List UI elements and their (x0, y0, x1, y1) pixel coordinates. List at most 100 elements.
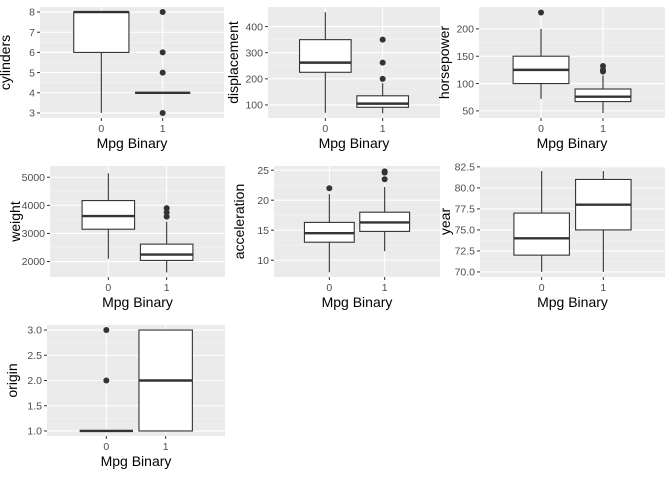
y-tick-label: 100 (245, 100, 263, 112)
panel-background (479, 7, 665, 118)
box-1 (135, 9, 191, 116)
x-axis-title: Mpg Binary (101, 453, 172, 469)
y-tick-label: 3 (29, 108, 35, 120)
y-axis-title: displacement (225, 21, 241, 104)
y-tick-label: 70.0 (455, 267, 476, 279)
box-1 (574, 63, 632, 114)
box-iqr (298, 39, 352, 73)
x-tick-label: 0 (98, 123, 104, 135)
x-tick-label: 0 (105, 282, 111, 294)
box-1 (359, 168, 411, 252)
x-tick-label: 1 (164, 282, 170, 294)
x-tick-label: 1 (382, 282, 388, 294)
outlier-point (379, 75, 386, 82)
box-0 (303, 185, 355, 273)
x-tick-label: 0 (538, 123, 544, 135)
x-tick-label: 1 (380, 123, 386, 135)
outlier-point (326, 185, 333, 192)
box-0 (79, 327, 134, 433)
y-tick-label: 72.5 (455, 246, 476, 258)
box-1 (138, 329, 193, 432)
panel-background (480, 166, 665, 277)
y-axis-title: cylinders (0, 35, 13, 90)
y-tick-label: 15 (257, 225, 269, 237)
y-tick-label: 3.0 (27, 325, 42, 337)
y-tick-label: 20 (257, 195, 269, 207)
y-tick-label: 5 (29, 67, 35, 79)
y-tick-label: 300 (245, 47, 263, 59)
x-axis-title: Mpg Binary (537, 135, 608, 151)
y-tick-label: 6 (29, 47, 35, 59)
box-iqr (513, 212, 570, 256)
box-0 (73, 10, 130, 113)
box-iqr (356, 95, 410, 108)
x-axis-title: Mpg Binary (102, 294, 173, 310)
y-tick-label: 2.0 (27, 375, 42, 387)
y-tick-label: 8 (29, 7, 35, 19)
panel-background (50, 166, 225, 277)
panel-background (268, 7, 440, 118)
x-tick-label: 0 (326, 282, 332, 294)
y-tick-label: 400 (245, 21, 263, 33)
y-tick-label: 80.0 (455, 183, 476, 195)
y-axis-title: acceleration (231, 184, 247, 260)
y-axis-title: year (437, 208, 453, 236)
y-tick-label: 82.5 (455, 162, 476, 174)
y-tick-label: 200 (245, 74, 263, 86)
y-tick-label: 77.5 (455, 204, 476, 216)
outlier-point (163, 209, 170, 216)
y-tick-label: 25 (257, 165, 269, 177)
outlier-point (159, 69, 166, 76)
outlier-point (159, 9, 166, 16)
y-axis-title: origin (4, 363, 20, 397)
x-tick-label: 0 (322, 123, 328, 135)
outlier-point (381, 168, 388, 175)
box-0 (81, 173, 136, 259)
x-tick-label: 1 (600, 282, 606, 294)
x-axis-title: Mpg Binary (319, 135, 390, 151)
outlier-point (159, 109, 166, 116)
y-tick-label: 3000 (22, 228, 46, 240)
y-tick-label: 5000 (22, 172, 46, 184)
y-tick-label: 4000 (22, 200, 46, 212)
box-iqr (139, 243, 194, 261)
y-tick-label: 150 (456, 51, 474, 63)
y-tick-label: 75.0 (455, 225, 476, 237)
x-tick-label: 1 (600, 123, 606, 135)
outlier-point (163, 205, 170, 212)
y-tick-label: 100 (456, 78, 474, 90)
x-axis-title: Mpg Binary (537, 294, 608, 310)
x-tick-label: 0 (103, 441, 109, 453)
y-axis-title: weight (7, 201, 23, 243)
outlier-point (379, 59, 386, 66)
outlier-point (163, 213, 170, 220)
outlier-point (379, 36, 386, 43)
y-tick-label: 7 (29, 27, 35, 39)
y-axis-title: horsepower (436, 26, 452, 99)
y-tick-label: 1.5 (27, 400, 42, 412)
x-tick-label: 1 (163, 441, 169, 453)
y-tick-label: 2000 (22, 256, 46, 268)
box-iqr (574, 88, 632, 103)
outlier-point (103, 327, 110, 334)
y-tick-label: 50 (462, 106, 474, 118)
y-tick-label: 10 (257, 255, 269, 267)
box-1 (139, 205, 194, 273)
panel-background (274, 166, 440, 277)
x-axis-title: Mpg Binary (97, 135, 168, 151)
y-tick-label: 200 (456, 24, 474, 36)
box-1 (575, 171, 632, 272)
outlier-point (381, 176, 388, 183)
box-0 (512, 9, 570, 99)
box-1 (356, 36, 410, 114)
outlier-point (600, 63, 606, 70)
y-tick-label: 4 (29, 87, 35, 99)
